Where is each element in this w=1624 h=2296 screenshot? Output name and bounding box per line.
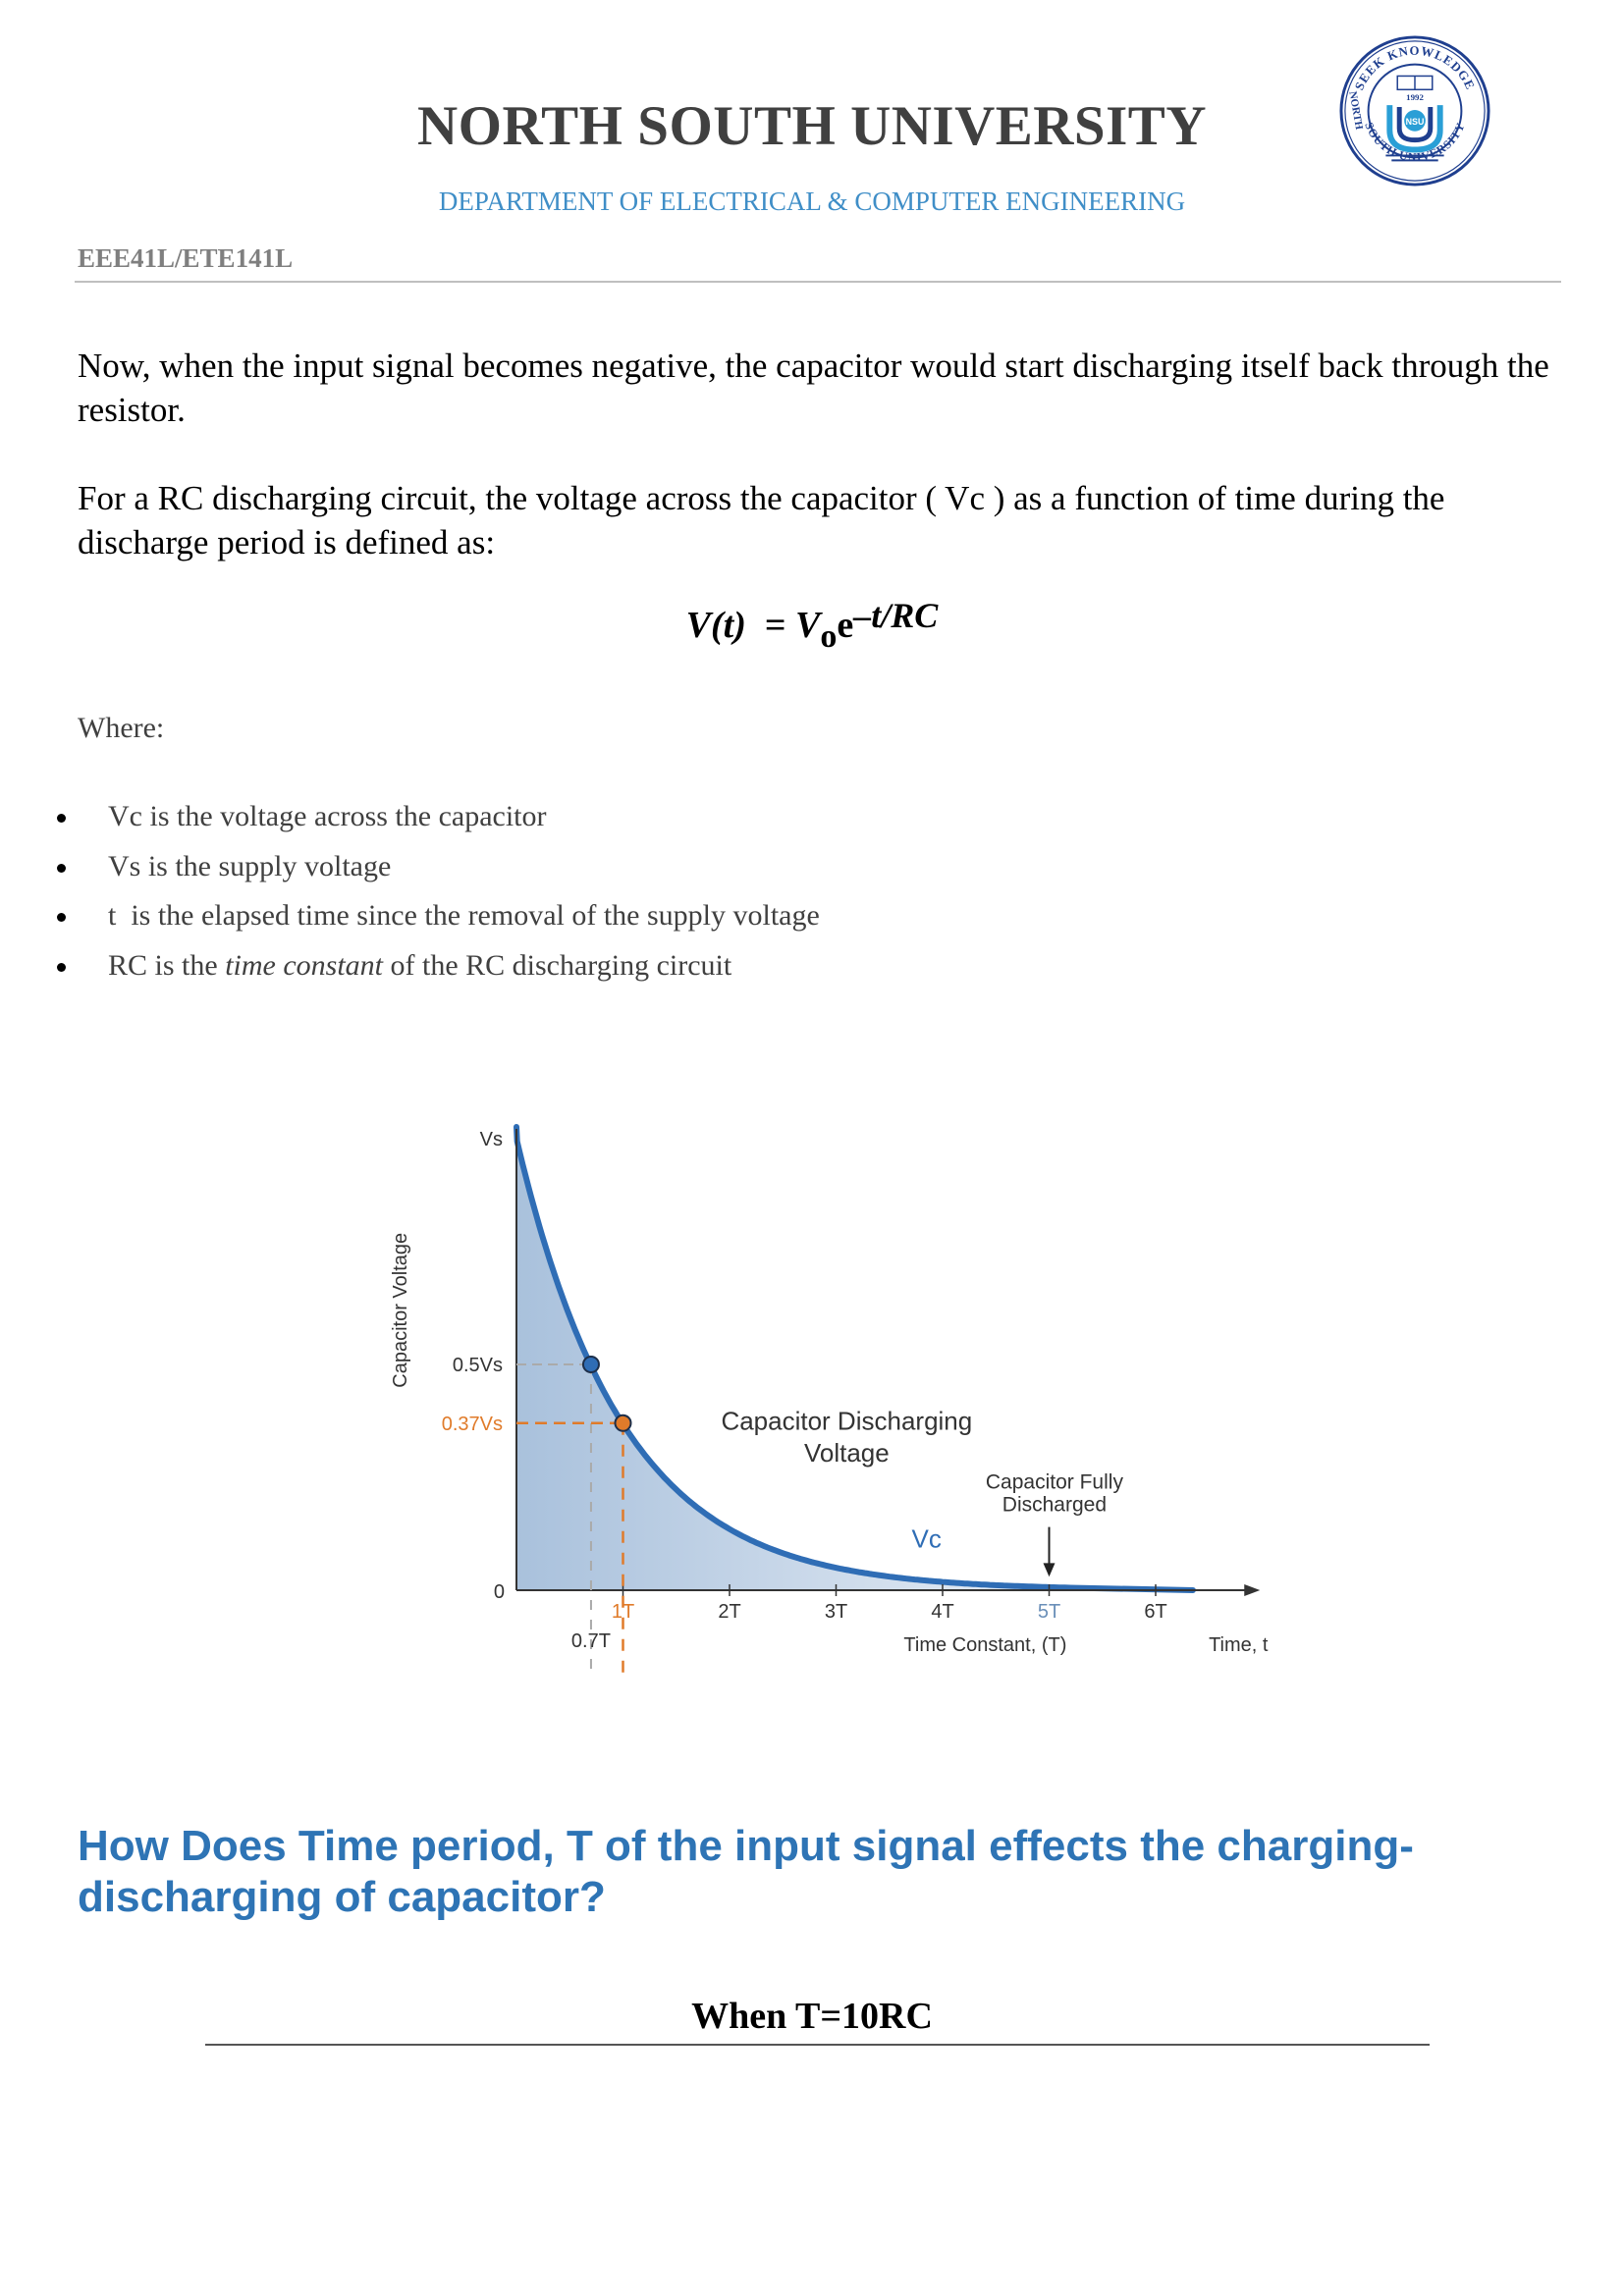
discharge-chart: 1T 2T 3T 4T 5T 6T Vs 0.5Vs 0.37Vs 0 Capacitor Volt…: [383, 1070, 1286, 1679]
paragraph-discharging-intro: Now, when the input signal becomes negat…: [78, 347, 1549, 429]
list-item: RC is the time constant of the RC discha…: [0, 944, 820, 994]
y-tick-label: 0.5Vs: [453, 1355, 503, 1376]
formula-v: V: [795, 605, 821, 646]
curve-annotation-label: Capacitor Discharging: [721, 1407, 972, 1436]
list-item: Vc is the voltage across the capacitor: [0, 795, 820, 845]
series-label-vc: Vc: [912, 1523, 942, 1553]
x-axis-end-label: Time, t: [1209, 1634, 1269, 1656]
paragraph-discharge-definition: For a RC discharging circuit, the voltag…: [78, 479, 1445, 561]
university-logo: SEEK KNOWLEDGE SOUTH UNIVERSITY NORTH 19…: [1339, 35, 1490, 187]
department-name: DEPARTMENT OF ELECTRICAL & COMPUTER ENGI…: [438, 187, 1186, 216]
list-item-text: Vc is the voltage across the capacitor: [108, 800, 547, 832]
subheading-underline: [205, 2044, 1430, 2046]
x-axis-label: Time Constant, (T): [903, 1634, 1066, 1656]
section-heading: How Does Time period, T of the input sig…: [78, 1822, 1414, 1921]
x-tick-label: 1T: [612, 1601, 634, 1623]
formula-equals: =: [745, 605, 796, 646]
formula-e: e: [837, 605, 854, 646]
x-tick-label: 4T: [931, 1601, 953, 1623]
bullet-dot: [57, 814, 66, 823]
logo-initials: NSU: [1406, 117, 1425, 127]
list-item-text: of the RC discharging circuit: [383, 948, 732, 982]
y-axis-label: Capacitor Voltage: [390, 1233, 411, 1388]
definition-list: Vc is the voltage across the capacitor V…: [0, 795, 820, 993]
section-subheading: When T=10RC: [691, 1996, 933, 2037]
where-label: Where:: [78, 712, 165, 744]
header-divider: [75, 281, 1561, 283]
discharged-arrow-head: [1043, 1563, 1056, 1577]
list-item-text: RC is the: [108, 948, 226, 982]
list-item-text: t is the elapsed time since the removal …: [108, 899, 820, 932]
formula-subscript: o: [820, 618, 838, 655]
x-tick-label: 6T: [1144, 1601, 1166, 1623]
x-tick-label: 2T: [718, 1601, 740, 1623]
bullet-dot: [57, 913, 66, 922]
discharge-formula: V(t) = Voe–t/RC: [0, 596, 1624, 655]
list-item-italic-text: time constant: [225, 948, 383, 982]
list-item-text: Vs is the supply voltage: [108, 849, 392, 882]
bullet-dot: [57, 962, 66, 972]
course-code: EEE41L/ETE141L: [78, 243, 294, 273]
discharge-chart-svg: 1T 2T 3T 4T 5T 6T Vs 0.5Vs 0.37Vs 0 Capacitor Volt…: [390, 1124, 1269, 1674]
discharge-area-fill: [516, 1141, 1071, 1590]
bullet-dot: [57, 863, 66, 873]
logo-year: 1992: [1406, 92, 1424, 102]
university-title: NORTH SOUTH UNIVERSITY: [417, 95, 1207, 157]
series-line-vc: [514, 1124, 1196, 1593]
y-tick-label: Vs: [480, 1129, 503, 1150]
formula-exponent: –t/RC: [853, 596, 939, 635]
list-item: t is the elapsed time since the removal …: [0, 894, 820, 944]
formula-lhs: V(t): [685, 605, 746, 646]
data-point-marker: [614, 1414, 632, 1432]
y-tick-label: 0.37Vs: [442, 1414, 503, 1435]
y-tick-label: 0: [494, 1581, 505, 1603]
curve-annotation-label: Voltage: [804, 1438, 890, 1468]
discharged-annotation-label: Discharged: [1002, 1494, 1107, 1517]
x-tick-label: 5T: [1038, 1601, 1060, 1623]
x-axis-arrow: [1244, 1584, 1261, 1596]
discharged-annotation-label: Capacitor Fully: [986, 1471, 1124, 1494]
list-item: Vs is the supply voltage: [0, 845, 820, 895]
x-tick-label: 3T: [825, 1601, 847, 1623]
data-point-marker: [581, 1356, 600, 1373]
marker-label: 0.7T: [571, 1630, 611, 1652]
